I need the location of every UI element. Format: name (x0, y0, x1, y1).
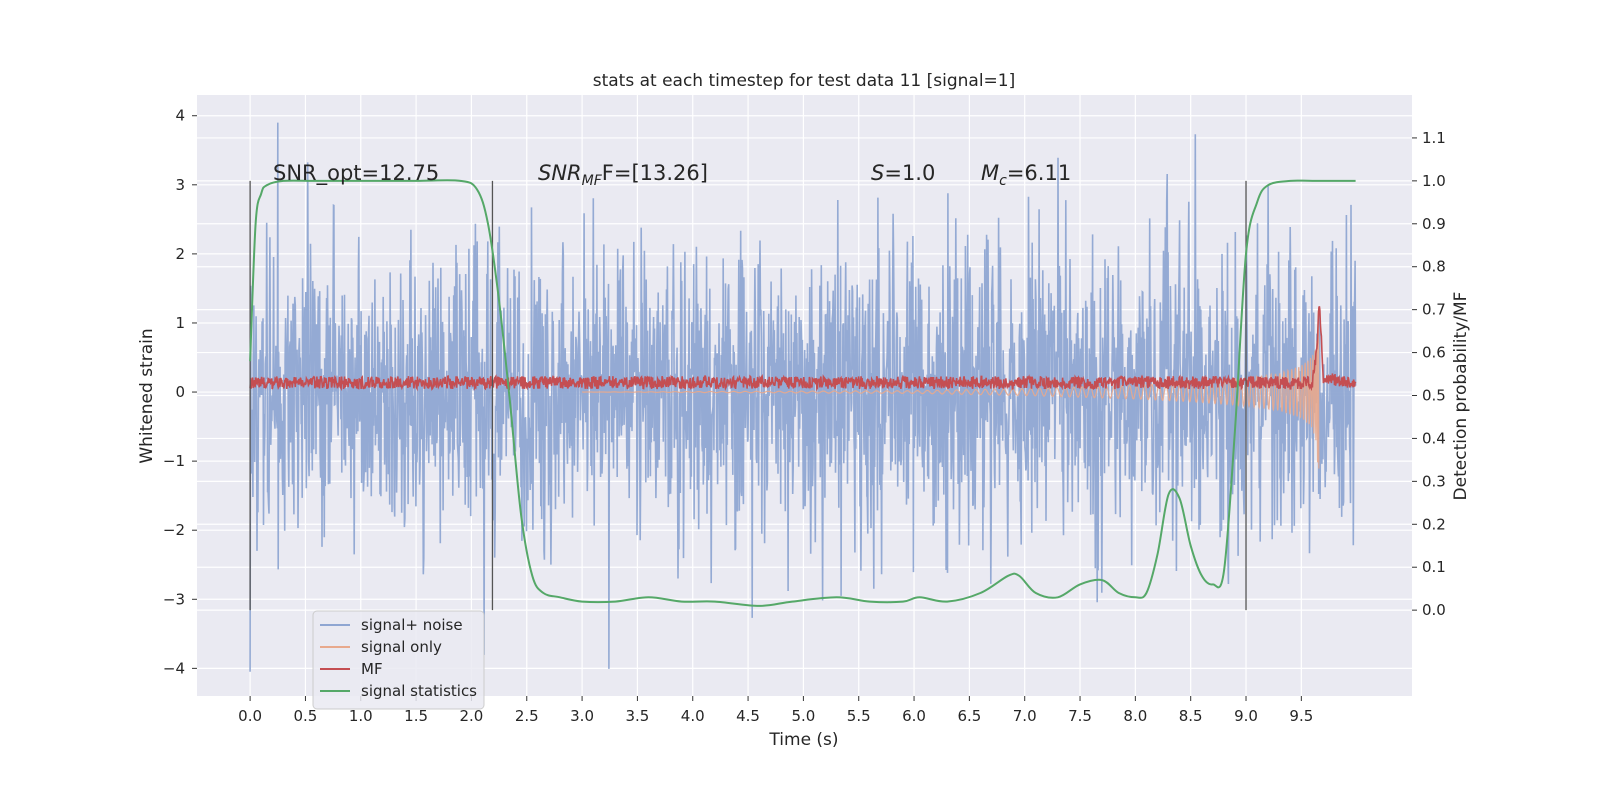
annotation-snr-mf-main: SNR (538, 161, 582, 185)
mf-line (249, 306, 1357, 392)
y-tick-label: 4 (175, 107, 185, 125)
x-tick-label: 2.5 (515, 707, 539, 725)
signal-noise-series (249, 122, 1357, 672)
x-tick-label: 7.5 (1068, 707, 1092, 725)
x-tick-label: 5.0 (791, 707, 815, 725)
y2-tick-label: 0.8 (1422, 258, 1446, 276)
x-tick-label: 9.5 (1289, 707, 1313, 725)
annotation-s: S=1.0 (871, 161, 935, 185)
x-tick-label: 9.0 (1234, 707, 1258, 725)
y-tick-label: 1 (175, 314, 185, 332)
annotation-s-main: S (871, 161, 884, 185)
x-tick-label: 7.0 (1013, 707, 1037, 725)
annotation-snr-mf-sub: MF (582, 173, 603, 189)
legend-label-mf: MF (361, 660, 383, 678)
x-tick-label: 6.0 (902, 707, 926, 725)
y2-tick-label: 0.4 (1422, 429, 1446, 447)
x-tick-label: 2.0 (459, 707, 483, 725)
annotation-mc: Mc=6.11 (981, 161, 1071, 189)
y2-tick-label: 0.2 (1422, 515, 1446, 533)
annotation-mc-rest: =6.11 (1007, 161, 1071, 185)
y-tick-label: 2 (175, 245, 185, 263)
y2-tick-label: 1.0 (1422, 172, 1446, 190)
y-tick-label: 0 (175, 383, 185, 401)
y2-tick-label: 1.1 (1422, 129, 1446, 147)
signal-only-line (582, 310, 1320, 469)
y-axis-label: Whitened strain (137, 328, 157, 463)
annotation-snr-opt: SNR_opt=12.75 (273, 161, 439, 186)
x-axis-label: Time (s) (768, 730, 838, 750)
y-tick-label: 3 (175, 176, 185, 194)
legend-label-signal-only: signal only (361, 638, 442, 656)
annotation-mc-sub: c (999, 173, 1007, 189)
y2-tick-label: 0.6 (1422, 344, 1446, 362)
signal-noise-line (249, 122, 1357, 672)
y2-tick-label: 0.5 (1422, 387, 1446, 405)
y2-tick-label: 0.9 (1422, 215, 1446, 233)
y2-tick-label: 0.0 (1422, 601, 1446, 619)
y-tick-label: −3 (163, 590, 185, 608)
chart-title: stats at each timestep for test data 11 … (593, 71, 1016, 91)
x-tick-label: 8.0 (1123, 707, 1147, 725)
signal-statistics-series (249, 179, 1356, 607)
x-tick-label: 4.0 (681, 707, 705, 725)
annotation-s-rest: =1.0 (884, 161, 935, 185)
y-tick-labels: 4 3 2 1 0 −1 −2 −3 −4 (163, 107, 197, 677)
legend-label-signal-statistics: signal statistics (361, 682, 477, 700)
y2-tick-labels: 1.1 1.0 0.9 0.8 0.7 0.6 0.5 0.4 0.3 0.2 0.1 0.0 (1412, 129, 1446, 619)
y-tick-label: −2 (163, 521, 185, 539)
x-tick-label: 3.5 (625, 707, 649, 725)
x-tick-label: 8.5 (1179, 707, 1203, 725)
annotation-snr-mf: SNRMFF=[13.26] (538, 161, 708, 189)
y2-axis-label: Detection probability/MF (1451, 292, 1471, 501)
x-tick-label: 4.5 (736, 707, 760, 725)
y2-tick-label: 0.1 (1422, 558, 1446, 576)
legend-label-signal-noise: signal+ noise (361, 616, 463, 634)
x-tick-label: 0.5 (294, 707, 318, 725)
y2-tick-label: 0.7 (1422, 301, 1446, 319)
x-tick-label: 5.5 (847, 707, 871, 725)
y2-tick-label: 0.3 (1422, 472, 1446, 490)
x-tick-labels: 0.0 0.5 1.0 1.5 2.0 2.5 3.0 3.5 4.0 4.5 5.0 5.5 6.0 6… (238, 696, 1313, 725)
annotation-mc-main: M (981, 161, 999, 185)
x-tick-label: 3.0 (570, 707, 594, 725)
y-tick-label: −4 (163, 659, 185, 677)
legend-box (312, 610, 485, 710)
x-tick-label: 1.5 (404, 707, 428, 725)
signal-only-series (582, 310, 1320, 469)
legend: signal+ noise signal only MF signal stat… (312, 610, 485, 710)
signal-statistics-line (249, 179, 1356, 607)
annotation-snr-mf-rest: F=[13.26] (602, 161, 708, 185)
mf-series (249, 306, 1357, 392)
x-tick-label: 0.0 (238, 707, 262, 725)
x-tick-label: 1.0 (349, 707, 373, 725)
x-tick-label: 6.5 (957, 707, 981, 725)
y-tick-label: −1 (163, 452, 185, 470)
